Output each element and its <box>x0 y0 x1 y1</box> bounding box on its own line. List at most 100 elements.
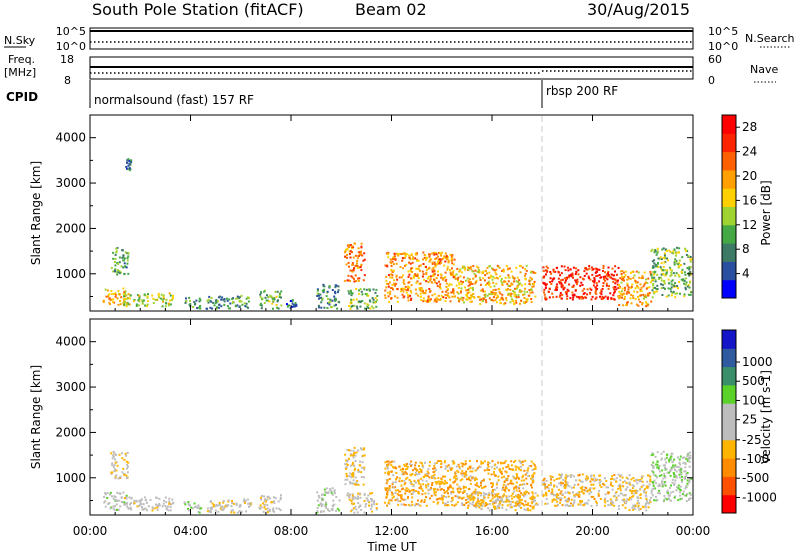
data-point <box>599 291 602 294</box>
data-point <box>128 166 131 169</box>
data-point <box>128 297 131 300</box>
data-point <box>641 303 644 306</box>
data-point <box>106 497 109 499</box>
data-point <box>447 492 449 495</box>
data-point <box>123 262 126 265</box>
data-point <box>586 490 589 493</box>
data-point <box>108 301 111 304</box>
data-point <box>519 460 521 463</box>
data-point <box>126 259 129 262</box>
data-point <box>146 303 149 306</box>
data-point <box>494 299 497 302</box>
data-point <box>397 503 400 506</box>
data-point <box>316 491 319 494</box>
data-point <box>504 470 507 473</box>
data-point <box>501 462 504 465</box>
data-point <box>598 280 601 283</box>
data-point <box>502 486 505 489</box>
data-point <box>330 491 333 494</box>
data-point <box>346 494 349 497</box>
data-point <box>235 502 238 505</box>
data-point <box>409 270 412 273</box>
data-point <box>621 481 624 484</box>
data-point <box>386 291 389 294</box>
data-point <box>620 273 623 275</box>
colorbar-tick-label: 25 <box>742 413 757 427</box>
colorbar-swatch <box>722 384 736 404</box>
data-point <box>647 506 650 509</box>
data-point <box>491 502 494 505</box>
data-point <box>515 502 518 505</box>
data-point <box>504 490 507 493</box>
data-point <box>355 280 358 282</box>
colorbar-swatch <box>722 366 736 386</box>
data-point <box>506 500 509 503</box>
data-point <box>133 499 136 502</box>
y-tick-label: 1000 <box>55 267 86 281</box>
data-point <box>604 279 606 282</box>
data-point <box>528 289 531 292</box>
data-point <box>104 492 107 495</box>
data-point <box>418 265 421 268</box>
data-point <box>399 500 402 503</box>
data-point <box>631 490 634 492</box>
data-point <box>581 289 584 292</box>
data-point <box>395 262 398 265</box>
data-point <box>133 300 135 303</box>
data-point <box>280 304 283 307</box>
data-point <box>384 264 387 267</box>
data-point <box>334 284 337 287</box>
data-point <box>460 472 463 475</box>
data-point <box>634 280 637 283</box>
data-point <box>505 299 508 302</box>
data-point <box>507 475 510 477</box>
data-point <box>544 486 547 489</box>
data-point <box>496 493 499 496</box>
data-point <box>110 289 113 292</box>
data-point <box>570 275 573 278</box>
data-point <box>530 484 532 487</box>
data-point <box>264 296 267 299</box>
data-point <box>124 502 127 505</box>
data-point <box>681 475 683 478</box>
data-point <box>460 271 463 274</box>
data-point <box>598 490 600 493</box>
data-point <box>510 506 513 509</box>
data-point <box>316 499 319 502</box>
data-point <box>387 283 390 286</box>
data-point <box>435 277 438 280</box>
data-point <box>679 494 682 497</box>
data-point <box>135 304 138 307</box>
data-point <box>365 288 368 291</box>
data-point <box>124 297 127 300</box>
data-point <box>353 502 355 505</box>
data-point <box>403 464 406 467</box>
data-point <box>424 258 427 261</box>
data-point <box>384 296 387 299</box>
data-point <box>474 492 477 495</box>
data-point <box>545 283 548 286</box>
data-point <box>109 491 112 494</box>
data-point <box>452 270 455 273</box>
data-point <box>480 499 483 502</box>
data-point <box>417 277 420 279</box>
data-point <box>429 278 432 281</box>
data-point <box>663 494 666 497</box>
data-point <box>329 306 332 309</box>
data-point <box>631 487 634 490</box>
data-point <box>534 492 537 495</box>
data-point <box>211 502 214 505</box>
data-point <box>431 483 433 486</box>
data-point <box>677 263 680 266</box>
data-point <box>509 288 512 291</box>
data-point <box>372 301 375 304</box>
data-point <box>434 494 437 497</box>
data-point <box>584 486 586 489</box>
data-point <box>482 270 485 273</box>
data-point <box>335 298 337 300</box>
data-point <box>654 474 657 477</box>
data-point <box>639 508 642 510</box>
data-point <box>479 303 482 305</box>
data-point <box>442 296 445 299</box>
data-point <box>328 510 331 512</box>
